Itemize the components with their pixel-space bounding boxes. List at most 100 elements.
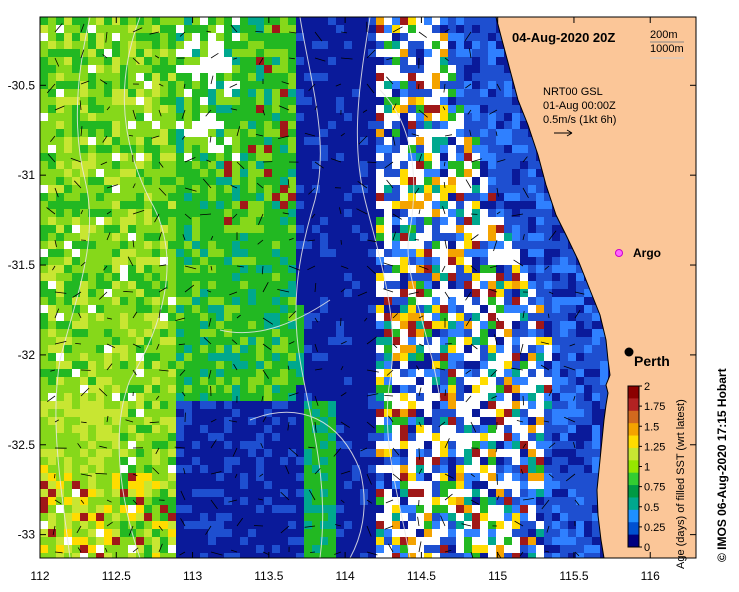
sst-age-cell [184, 321, 192, 329]
sst-age-cell [416, 441, 424, 449]
sst-age-cell [408, 105, 416, 113]
sst-age-cell [408, 353, 416, 361]
sst-age-cell [488, 321, 496, 329]
sst-age-cell [448, 297, 456, 305]
sst-age-cell [424, 385, 432, 393]
sst-age-cell [448, 209, 456, 217]
sst-age-cell [440, 89, 448, 97]
sst-age-cell [400, 297, 408, 305]
sst-age-cell [272, 177, 280, 185]
sst-age-cell [520, 441, 528, 449]
sst-age-cell [392, 537, 400, 545]
sst-age-cell [192, 49, 200, 57]
sst-age-cell [440, 257, 448, 265]
sst-age-cell [56, 553, 64, 558]
sst-age-cell [376, 433, 384, 441]
sst-age-cell [264, 153, 272, 161]
sst-age-cell [408, 177, 416, 185]
sst-age-cell [512, 185, 520, 193]
sst-age-cell [392, 273, 400, 281]
sst-age-cell [320, 545, 328, 553]
sst-age-cell [152, 281, 160, 289]
sst-age-cell [376, 233, 384, 241]
sst-age-cell [64, 281, 72, 289]
sst-age-cell [128, 209, 136, 217]
sst-age-cell [496, 425, 504, 433]
sst-age-cell [136, 369, 144, 377]
current-vector [278, 105, 290, 111]
sst-age-cell [384, 105, 392, 113]
sst-age-cell [400, 441, 408, 449]
sst-age-cell [80, 417, 88, 425]
sst-age-cell [232, 241, 240, 249]
sst-age-cell [264, 241, 272, 249]
sst-age-cell [280, 233, 288, 241]
sst-age-cell [520, 321, 528, 329]
sst-age-cell [280, 329, 288, 337]
sst-age-cell [440, 393, 448, 401]
current-vector [366, 551, 378, 556]
sst-age-cell [288, 377, 296, 385]
sst-age-cell [200, 105, 208, 113]
sst-age-cell [72, 441, 80, 449]
sst-age-cell [568, 321, 576, 329]
sst-age-cell [144, 529, 152, 537]
sst-age-cell [168, 153, 176, 161]
sst-age-cell [592, 337, 600, 345]
sst-age-cell [168, 457, 176, 465]
sst-age-cell [64, 201, 72, 209]
current-vector [282, 212, 290, 215]
sst-age-cell [232, 553, 240, 558]
sst-age-cell [376, 65, 384, 73]
sst-age-cell [560, 417, 568, 425]
sst-age-cell [520, 361, 528, 369]
sst-age-cell [440, 369, 448, 377]
sst-age-cell [376, 417, 384, 425]
sst-age-cell [576, 385, 584, 393]
sst-age-cell [264, 273, 272, 281]
sst-age-cell [104, 505, 112, 513]
sst-age-cell [80, 185, 88, 193]
sst-age-cell [160, 177, 168, 185]
sst-age-cell [312, 529, 320, 537]
sst-age-cell [72, 369, 80, 377]
sst-age-cell [144, 137, 152, 145]
sst-age-cell [280, 25, 288, 33]
sst-age-cell [472, 289, 480, 297]
sst-age-cell [256, 41, 264, 49]
sst-age-cell [144, 321, 152, 329]
sst-age-cell [560, 529, 568, 537]
sst-age-cell [240, 273, 248, 281]
sst-age-cell [152, 297, 160, 305]
sst-age-cell [544, 433, 552, 441]
sst-age-cell [136, 129, 144, 137]
sst-age-cell [416, 121, 424, 129]
sst-age-cell [456, 521, 464, 529]
current-vector [228, 499, 238, 503]
sst-age-cell [448, 377, 456, 385]
current-vector [548, 389, 553, 397]
sst-age-cell [48, 513, 56, 521]
sst-age-cell [400, 105, 408, 113]
sst-age-cell [416, 513, 424, 521]
sst-age-cell [144, 345, 152, 353]
sst-age-cell [424, 161, 432, 169]
sst-age-cell [40, 233, 48, 241]
sst-age-cell [288, 369, 296, 377]
sst-age-cell [448, 353, 456, 361]
current-vector [288, 57, 295, 60]
sst-age-cell [184, 281, 192, 289]
sst-age-cell [288, 449, 296, 457]
sst-age-cell [104, 545, 112, 553]
sst-age-cell [528, 161, 536, 169]
sst-age-cell [456, 257, 464, 265]
sst-age-cell [120, 417, 128, 425]
sst-age-cell [168, 41, 176, 49]
sst-age-cell [344, 337, 352, 345]
sst-age-cell [448, 321, 456, 329]
sst-age-cell [136, 241, 144, 249]
sst-age-cell [440, 65, 448, 73]
current-vector [232, 447, 238, 457]
current-vector [308, 489, 316, 501]
bathymetry-contours [55, 17, 441, 558]
